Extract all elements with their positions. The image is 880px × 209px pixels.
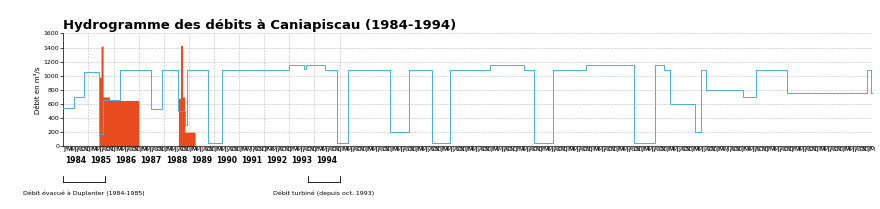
Text: Débit turbiné (depuis oct. 1993): Débit turbiné (depuis oct. 1993) bbox=[274, 190, 374, 196]
Text: Hydrogramme des débits à Caniapiscau (1984-1994): Hydrogramme des débits à Caniapiscau (19… bbox=[63, 19, 457, 32]
Y-axis label: Débit en m³/s: Débit en m³/s bbox=[33, 66, 40, 113]
Text: Débit évacué à Duplanter (1984-1985): Débit évacué à Duplanter (1984-1985) bbox=[24, 190, 145, 196]
